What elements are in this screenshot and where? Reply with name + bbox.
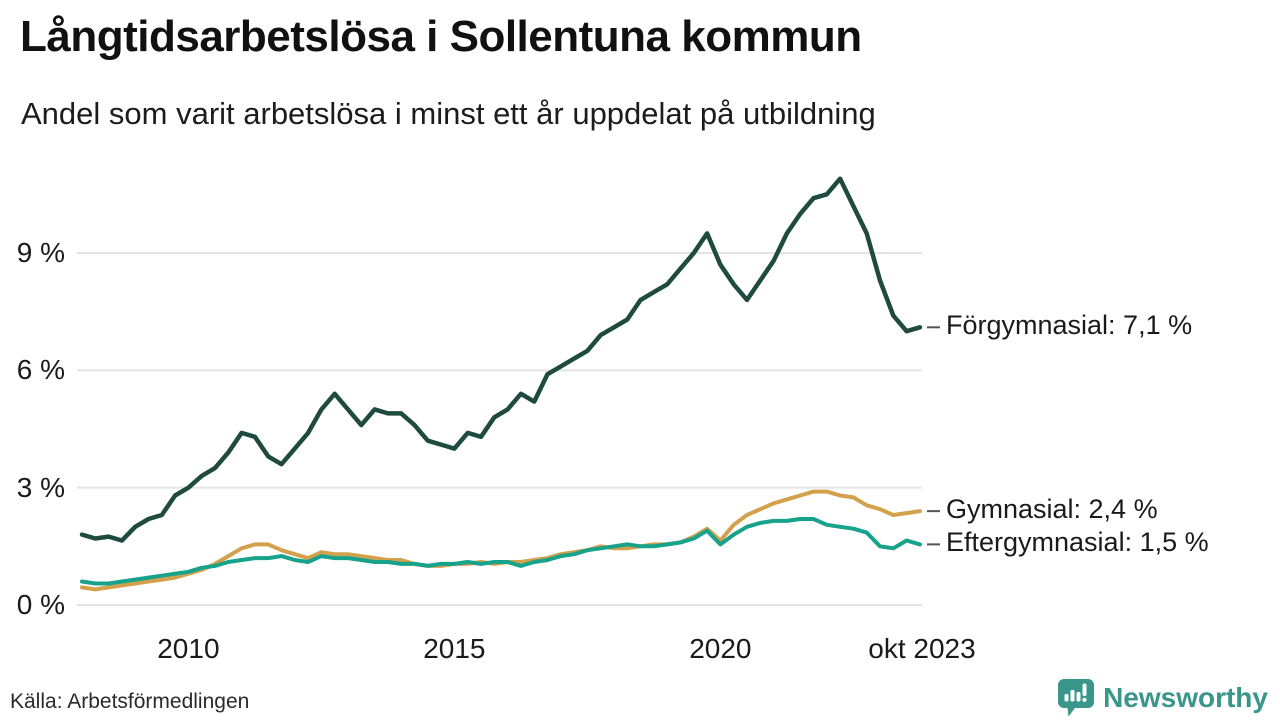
series-label-eftergymnasial: Eftergymnasial: 1,5 % xyxy=(946,527,1209,558)
chart-title: Långtidsarbetslösa i Sollentuna kommun xyxy=(20,12,862,61)
series-label-förgymnasial: Förgymnasial: 7,1 % xyxy=(946,310,1193,341)
line-gymnasial xyxy=(80,489,922,592)
y-axis-label-6: 6 % xyxy=(16,354,65,386)
source-note: Källa: Arbetsförmedlingen xyxy=(10,690,250,713)
y-axis-label-0: 0 % xyxy=(16,589,65,620)
line-förgymnasial xyxy=(79,176,923,543)
x-axis-label-2010: 2010 xyxy=(157,633,220,664)
newsworthy-brand: Newsworthy xyxy=(1057,678,1268,718)
series-label-gymnasial: Gymnasial: 2,4 % xyxy=(946,494,1158,525)
newsworthy-wordmark: Newsworthy xyxy=(1103,682,1268,713)
y-axis-label-9: 9 % xyxy=(16,237,65,268)
x-axis-label-2015: 2015 xyxy=(423,633,486,664)
x-axis-label-okt-2023: okt 2023 xyxy=(868,633,976,664)
newsworthy-logo-icon xyxy=(1058,679,1095,717)
chart-subtitle: Andel som varit arbetslösa i minst ett å… xyxy=(21,96,876,131)
y-axis-label-3: 3 % xyxy=(16,471,65,503)
line-eftergymnasial xyxy=(80,517,922,586)
x-axis-label-2020: 2020 xyxy=(689,633,752,664)
